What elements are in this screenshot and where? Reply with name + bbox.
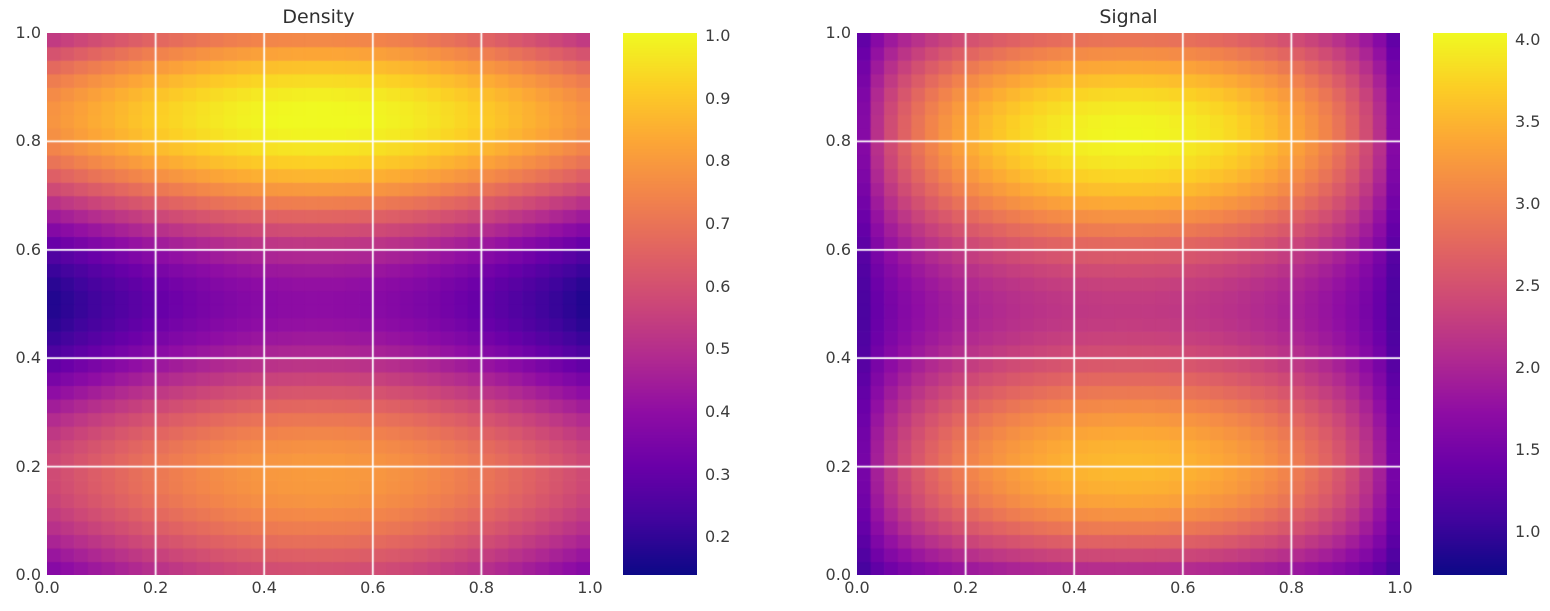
y-tick-label: 0.0 [15, 565, 41, 584]
x-tick-label: 0.4 [1061, 578, 1087, 597]
y-tick-label: 1.0 [825, 23, 851, 42]
colorbar-tick-label: 0.6 [705, 276, 731, 296]
colorbar-tick-label: 0.4 [705, 402, 731, 422]
x-tick-label: 0.0 [34, 578, 60, 597]
x-tick-label: 0.2 [142, 578, 169, 597]
colorbar-tick-label: 3.0 [1515, 193, 1541, 213]
density-plot-title: Density [282, 6, 355, 28]
density-plot: Density 0.0 0.2 0.4 0.6 0.8 1.0 0.0 0.2 0.4 0.6 0… [0, 0, 740, 611]
y-tick-label: 0.2 [15, 456, 41, 476]
y-tick-label: 0.6 [15, 239, 41, 259]
colorbar-tick-label: 1.0 [1515, 522, 1541, 542]
x-tick-label: 0.6 [1170, 578, 1196, 597]
colorbar-tick-label: 2.0 [1515, 358, 1541, 378]
y-tick-label: 0.4 [15, 348, 41, 368]
y-tick-label: 0.4 [825, 348, 851, 368]
x-tick-label: 0.2 [952, 578, 979, 597]
density-colorbar-canvas [623, 33, 697, 575]
x-tick-label: 0.0 [844, 578, 870, 597]
x-tick-label: 1.0 [577, 578, 603, 597]
signal-plot-title: Signal [1099, 6, 1158, 28]
colorbar-tick-label: 0.5 [705, 339, 731, 359]
colorbar-tick-label: 3.5 [1515, 111, 1541, 131]
colorbar-tick-label: 4.0 [1515, 29, 1541, 49]
y-tick-label: 0.0 [825, 565, 851, 584]
y-tick-label: 0.2 [825, 456, 851, 476]
x-tick-label: 1.0 [1387, 578, 1413, 597]
x-tick-label: 0.8 [468, 578, 495, 597]
signal-heatmap-canvas [857, 33, 1400, 575]
colorbar-tick-label: 0.2 [705, 527, 731, 547]
density-heatmap-canvas [47, 33, 590, 575]
x-tick-label: 0.4 [251, 578, 277, 597]
y-tick-label: 0.8 [825, 131, 851, 151]
colorbar-tick-label: 0.8 [705, 151, 731, 171]
colorbar-tick-label: 0.3 [705, 464, 731, 484]
signal-colorbar-canvas [1433, 33, 1507, 575]
colorbar-tick-label: 0.7 [705, 214, 731, 234]
colorbar-tick-label: 0.9 [705, 88, 731, 108]
x-tick-label: 0.8 [1278, 578, 1305, 597]
y-tick-label: 1.0 [15, 23, 41, 42]
colorbar-tick-label: 2.5 [1515, 275, 1541, 295]
x-tick-label: 0.6 [360, 578, 386, 597]
signal-plot: Signal 0.0 0.2 0.4 0.6 0.8 1.0 0.0 0.2 0.4 0.6 0.… [810, 0, 1550, 611]
colorbar-tick-label: 1.5 [1515, 440, 1541, 460]
colorbar-tick-label: 1.0 [705, 26, 731, 46]
y-tick-label: 0.6 [825, 239, 851, 259]
y-tick-label: 0.8 [15, 131, 41, 151]
